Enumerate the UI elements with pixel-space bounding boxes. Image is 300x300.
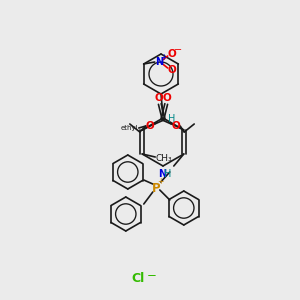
Text: O: O [172,121,181,131]
Text: H: H [168,114,176,124]
Text: O: O [146,121,154,131]
Text: H: H [164,169,172,179]
Text: −: − [174,45,182,55]
Text: P: P [152,182,160,194]
Text: O: O [167,49,176,59]
Text: +: + [160,52,167,62]
Text: O: O [154,93,163,103]
Text: CH₃: CH₃ [156,154,172,164]
Text: ethyl: ethyl [121,125,139,131]
Text: N: N [158,169,166,179]
Text: N: N [156,57,164,67]
Text: O: O [167,65,176,75]
Text: +: + [158,178,164,187]
Text: O: O [163,93,172,103]
Text: Cl: Cl [131,272,145,284]
Text: −: − [147,269,157,283]
